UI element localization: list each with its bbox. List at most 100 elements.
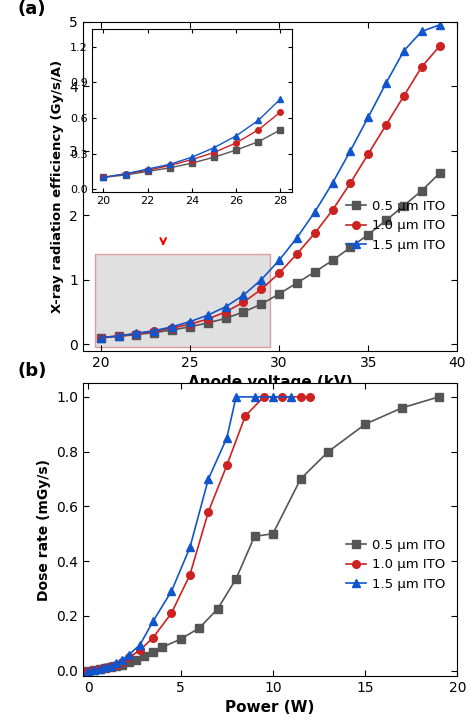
0.5 μm ITO <box>196 624 202 633</box>
1.0 μm ITO <box>330 206 336 215</box>
1.5 μm ITO <box>276 256 282 265</box>
1.5 μm ITO <box>187 317 193 326</box>
1.5 μm ITO <box>224 434 230 442</box>
1.5 μm ITO <box>86 666 91 675</box>
1.0 μm ITO <box>169 324 175 333</box>
1.0 μm ITO <box>98 333 104 342</box>
0.5 μm ITO <box>119 660 125 669</box>
1.5 μm ITO <box>169 587 174 596</box>
1.0 μm ITO <box>187 320 193 328</box>
1.5 μm ITO <box>91 665 97 674</box>
1.5 μm ITO <box>347 146 353 155</box>
1.0 μm ITO <box>137 646 143 654</box>
Line: 1.0 μm ITO: 1.0 μm ITO <box>85 393 314 675</box>
Line: 1.5 μm ITO: 1.5 μm ITO <box>97 21 443 341</box>
1.0 μm ITO <box>91 665 97 674</box>
0.5 μm ITO <box>141 652 146 661</box>
1.0 μm ITO <box>150 633 156 642</box>
Text: (a): (a) <box>18 1 46 18</box>
0.5 μm ITO <box>91 666 97 675</box>
1.5 μm ITO <box>151 326 157 335</box>
0.5 μm ITO <box>419 187 425 195</box>
0.5 μm ITO <box>270 529 276 538</box>
1.5 μm ITO <box>119 656 125 664</box>
Line: 1.0 μm ITO: 1.0 μm ITO <box>97 43 443 341</box>
0.5 μm ITO <box>399 403 405 412</box>
1.5 μm ITO <box>241 291 246 299</box>
0.5 μm ITO <box>108 663 113 672</box>
0.5 μm ITO <box>365 230 371 239</box>
0.5 μm ITO <box>294 278 300 287</box>
0.5 μm ITO <box>150 648 156 656</box>
0.5 μm ITO <box>151 328 157 337</box>
1.5 μm ITO <box>383 79 389 87</box>
1.0 μm ITO <box>205 315 210 323</box>
1.5 μm ITO <box>223 302 228 311</box>
1.5 μm ITO <box>205 311 210 320</box>
1.0 μm ITO <box>242 411 248 420</box>
1.5 μm ITO <box>419 27 425 35</box>
0.5 μm ITO <box>86 666 91 675</box>
X-axis label: Anode voltage (kV): Anode voltage (kV) <box>188 375 353 390</box>
0.5 μm ITO <box>233 575 239 583</box>
Legend: 0.5 μm ITO, 1.0 μm ITO, 1.5 μm ITO: 0.5 μm ITO, 1.0 μm ITO, 1.5 μm ITO <box>340 534 451 596</box>
0.5 μm ITO <box>169 325 175 334</box>
0.5 μm ITO <box>98 333 104 342</box>
0.5 μm ITO <box>126 658 132 667</box>
0.5 μm ITO <box>347 243 353 252</box>
1.0 μm ITO <box>151 327 157 335</box>
1.0 μm ITO <box>258 285 264 294</box>
1.0 μm ITO <box>383 121 389 129</box>
1.5 μm ITO <box>330 179 336 187</box>
1.5 μm ITO <box>102 663 108 672</box>
0.5 μm ITO <box>298 474 303 483</box>
1.0 μm ITO <box>119 657 125 666</box>
0.5 μm ITO <box>326 448 331 456</box>
Line: 0.5 μm ITO: 0.5 μm ITO <box>97 169 443 341</box>
1.0 μm ITO <box>401 92 407 100</box>
1.0 μm ITO <box>97 664 102 673</box>
1.5 μm ITO <box>113 659 119 668</box>
1.0 μm ITO <box>261 393 266 401</box>
0.5 μm ITO <box>223 314 228 322</box>
1.0 μm ITO <box>294 249 300 258</box>
1.0 μm ITO <box>437 42 442 51</box>
1.0 μm ITO <box>113 660 119 669</box>
0.5 μm ITO <box>362 420 368 429</box>
1.5 μm ITO <box>108 662 113 670</box>
1.5 μm ITO <box>126 650 132 659</box>
1.5 μm ITO <box>97 664 102 673</box>
1.5 μm ITO <box>134 329 139 338</box>
1.0 μm ITO <box>206 508 211 516</box>
1.0 μm ITO <box>187 570 193 579</box>
1.5 μm ITO <box>137 640 143 649</box>
1.5 μm ITO <box>116 331 121 340</box>
0.5 μm ITO <box>134 330 139 339</box>
0.5 μm ITO <box>401 201 407 210</box>
0.5 μm ITO <box>330 256 336 265</box>
1.5 μm ITO <box>150 617 156 625</box>
1.5 μm ITO <box>252 393 257 401</box>
1.5 μm ITO <box>233 393 239 401</box>
Line: 0.5 μm ITO: 0.5 μm ITO <box>85 393 443 675</box>
1.0 μm ITO <box>307 393 313 401</box>
Y-axis label: Dose rate (mGy/s): Dose rate (mGy/s) <box>36 458 51 601</box>
Line: 1.5 μm ITO: 1.5 μm ITO <box>85 393 295 675</box>
1.0 μm ITO <box>276 269 282 278</box>
0.5 μm ITO <box>159 643 165 651</box>
Text: (b): (b) <box>18 362 47 380</box>
0.5 μm ITO <box>113 662 119 670</box>
1.5 μm ITO <box>437 20 442 29</box>
Bar <box>95 254 270 348</box>
0.5 μm ITO <box>252 532 257 541</box>
1.0 μm ITO <box>223 307 228 316</box>
1.5 μm ITO <box>294 234 300 242</box>
1.5 μm ITO <box>365 113 371 121</box>
0.5 μm ITO <box>215 604 220 613</box>
X-axis label: Power (W): Power (W) <box>226 701 315 716</box>
1.0 μm ITO <box>86 666 91 675</box>
1.0 μm ITO <box>365 150 371 158</box>
1.0 μm ITO <box>134 330 139 338</box>
0.5 μm ITO <box>258 300 264 309</box>
1.0 μm ITO <box>312 229 318 238</box>
